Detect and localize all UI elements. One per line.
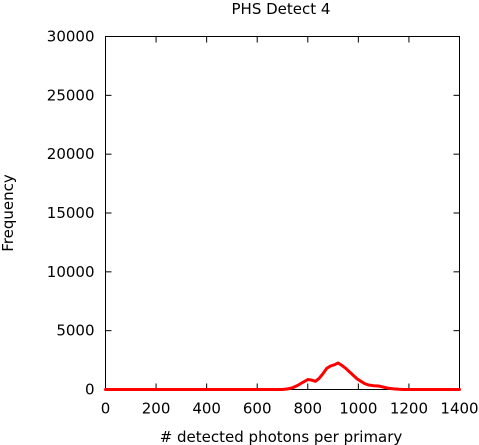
y-axis: 0 5000 10000 15000 20000 25000 30000 <box>47 28 460 399</box>
y-tick-label: 20000 <box>47 145 95 163</box>
y-axis-label: Frequency <box>0 174 17 252</box>
chart-title: PHS Detect 4 <box>232 0 331 18</box>
y-tick-label: 5000 <box>56 322 94 340</box>
x-tick-label: 200 <box>142 400 171 418</box>
x-tick-label: 1400 <box>440 400 478 418</box>
x-tick-label: 1200 <box>390 400 428 418</box>
plot-frame <box>105 36 460 390</box>
x-axis: 0 200 400 600 800 1000 1200 1400 <box>101 36 479 418</box>
series-layer <box>104 361 461 391</box>
x-tick-label: 1000 <box>339 400 377 418</box>
y-tick-label: 15000 <box>47 204 95 222</box>
x-tick-label: 400 <box>192 400 221 418</box>
y-tick-label: 30000 <box>47 28 95 46</box>
series-line <box>104 361 461 391</box>
x-tick-label: 800 <box>293 400 322 418</box>
y-tick-label: 0 <box>85 381 95 399</box>
x-tick-label: 0 <box>101 400 111 418</box>
y-tick-label: 25000 <box>47 86 95 104</box>
x-tick-label: 600 <box>243 400 272 418</box>
x-axis-label: # detected photons per primary <box>160 428 403 445</box>
y-tick-label: 10000 <box>47 263 95 281</box>
